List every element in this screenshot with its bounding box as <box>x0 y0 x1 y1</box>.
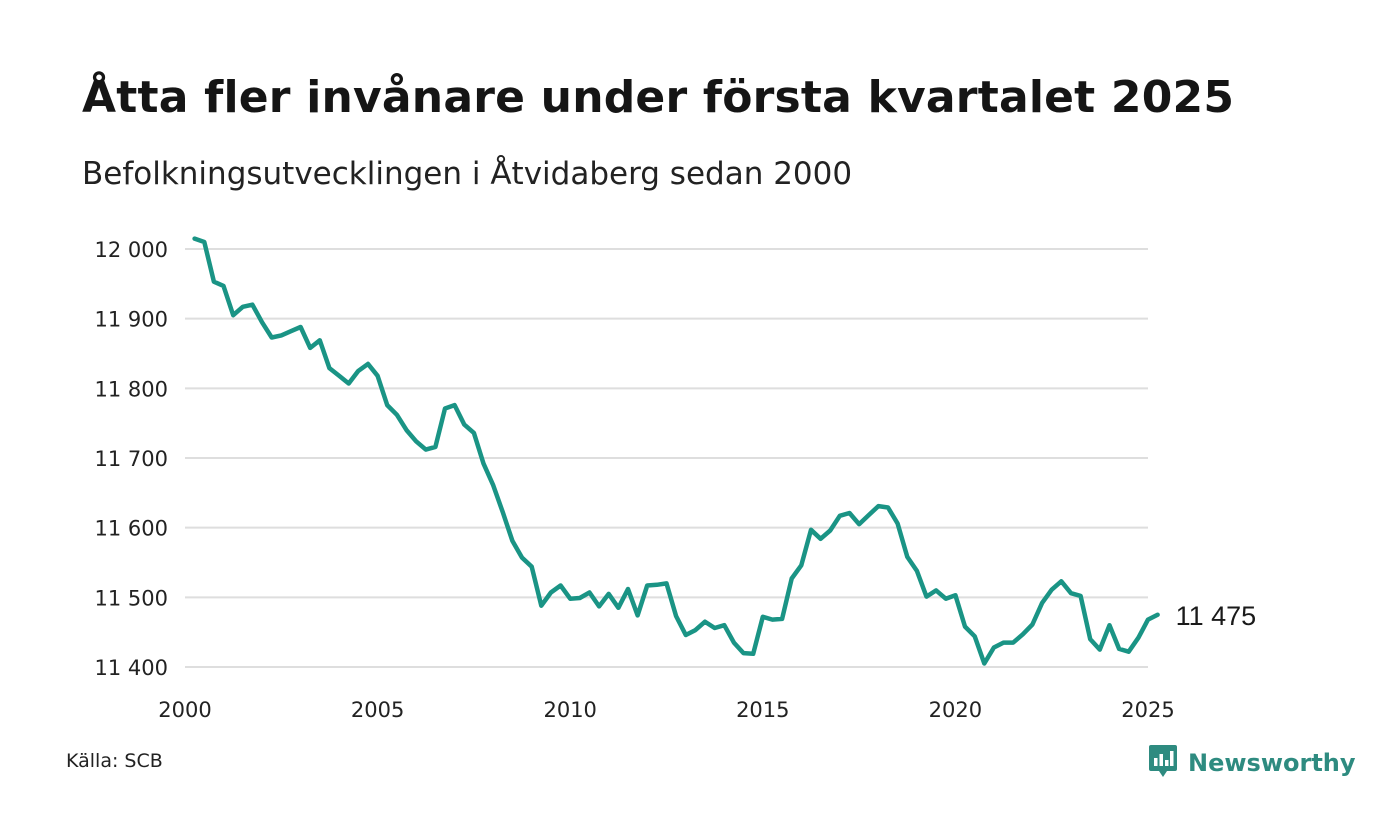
x-tick-label: 2005 <box>351 698 404 722</box>
y-tick-label: 11 600 <box>95 517 168 541</box>
gridlines <box>185 248 1148 668</box>
x-tick-label: 2015 <box>736 698 789 722</box>
y-axis-ticks: 11 400 11 500 11 600 11 700 11 800 11 900 12 0… <box>95 238 168 680</box>
bar-chart-speech-bubble-icon <box>1148 743 1178 783</box>
x-tick-label: 2025 <box>1121 698 1174 722</box>
brand-name: Newsworthy <box>1188 749 1356 777</box>
y-tick-label: 11 800 <box>95 377 168 401</box>
chart-title: Åtta fler invånare under första kvartale… <box>82 72 1235 123</box>
y-tick-label: 11 900 <box>95 308 168 332</box>
x-tick-label: 2000 <box>158 698 211 722</box>
brand-logo: Newsworthy <box>1148 743 1356 783</box>
chart-subtitle: Befolkningsutvecklingen i Åtvidaberg sed… <box>82 156 853 192</box>
y-tick-label: 12 000 <box>95 238 168 262</box>
x-axis-ticks: 2000 2005 2010 2015 2020 2025 <box>158 698 1174 722</box>
y-tick-label: 11 700 <box>95 447 168 471</box>
end-value-label: 11 475 <box>1176 601 1257 631</box>
series-layer <box>192 236 1160 666</box>
source-note: Källa: SCB <box>66 750 163 772</box>
y-tick-label: 11 400 <box>95 656 168 680</box>
y-tick-label: 11 500 <box>95 586 168 610</box>
x-tick-label: 2010 <box>543 698 596 722</box>
series-line <box>192 236 1160 666</box>
x-tick-label: 2020 <box>929 698 982 722</box>
end-label-layer: 11 475 <box>1176 601 1257 631</box>
